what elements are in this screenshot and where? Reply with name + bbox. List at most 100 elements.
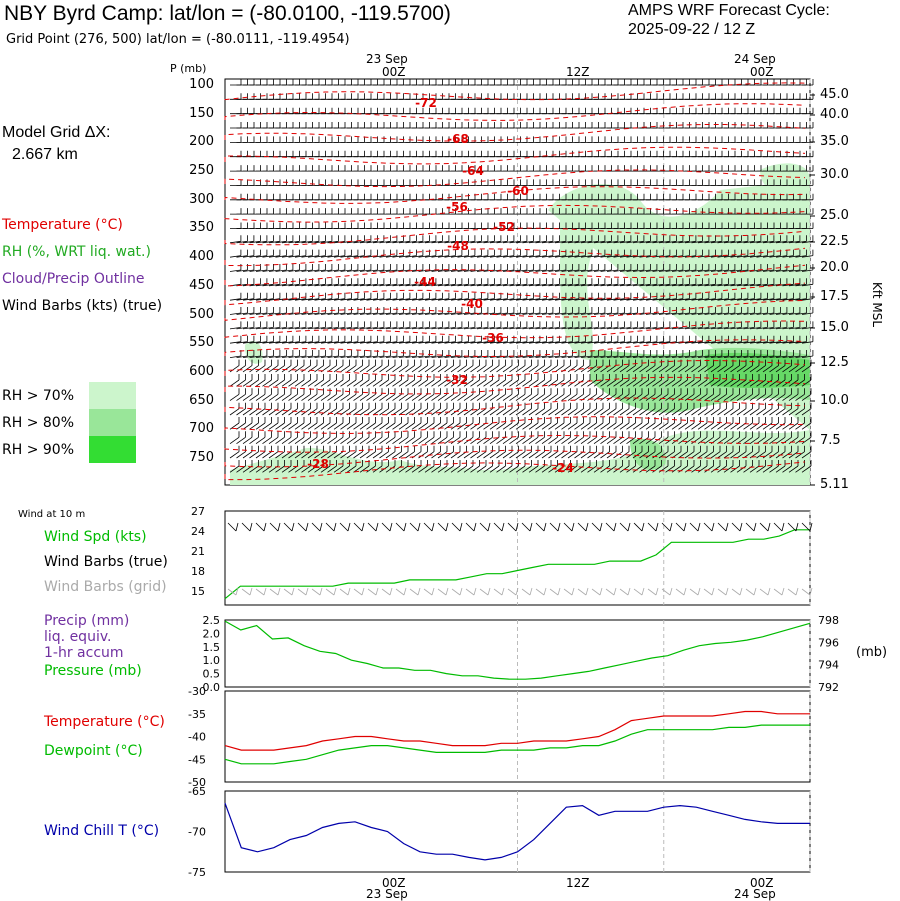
wind-barb xyxy=(626,460,636,473)
pressure-tick-label: 300 xyxy=(189,191,214,207)
sfc-wind-barb-true xyxy=(591,522,603,532)
wind-barb xyxy=(288,417,298,430)
wind-barb xyxy=(645,445,656,459)
wind-barb xyxy=(691,292,703,301)
wind-barb xyxy=(275,321,287,330)
wind-barb xyxy=(554,264,567,272)
wind-barb xyxy=(457,249,469,258)
wind-barb xyxy=(704,460,714,473)
isotherm-label: -24 xyxy=(552,461,574,475)
wind-barb xyxy=(691,374,701,387)
wind-barb xyxy=(476,235,489,244)
wind-barb xyxy=(437,402,448,416)
wind-barb xyxy=(307,388,318,401)
wind-barb xyxy=(632,417,643,430)
wind-barb xyxy=(665,431,675,445)
wind-barb xyxy=(275,264,287,272)
wind-barb xyxy=(249,460,259,473)
wind-barb xyxy=(580,264,593,272)
wind-barb xyxy=(697,350,710,358)
wind-barb xyxy=(710,402,721,416)
wind-barb xyxy=(704,264,716,272)
wind-barb xyxy=(665,278,677,287)
sfc-wind-barb-true xyxy=(395,522,407,532)
isotherm-label: -72 xyxy=(415,96,437,110)
sfc-wind-barb-grid xyxy=(311,587,323,596)
wind-barb xyxy=(710,359,721,373)
wind-barb xyxy=(561,374,571,387)
wind-barb xyxy=(392,445,402,459)
wind-barb xyxy=(801,249,814,258)
wind-barb xyxy=(405,374,415,387)
wind-barb xyxy=(736,292,749,301)
wind-barb xyxy=(288,388,298,401)
wind-barb xyxy=(756,249,768,258)
wind-barb xyxy=(314,278,326,287)
wind-barb xyxy=(795,388,805,401)
wind-barb xyxy=(802,179,814,186)
wind-barb xyxy=(684,321,697,330)
wind-barb xyxy=(294,374,305,387)
wind-barb xyxy=(775,359,786,373)
wind-barb xyxy=(431,249,443,258)
wind-barb xyxy=(470,292,482,301)
wind-barb xyxy=(593,292,606,301)
wind-barb xyxy=(509,359,519,373)
wind-barb xyxy=(320,278,333,287)
wind-barb xyxy=(242,388,253,401)
wind-barb xyxy=(606,307,619,315)
wind-barb xyxy=(775,307,788,315)
wind-barb xyxy=(567,278,580,287)
wind-barb xyxy=(782,350,794,358)
wind-barb xyxy=(333,307,346,315)
wind-barb xyxy=(288,235,300,244)
wind-barb xyxy=(652,402,662,416)
sfc-wind-barb-true xyxy=(759,522,771,532)
wind-barb xyxy=(372,402,383,416)
wind-barb xyxy=(567,417,578,430)
sfc-wind-barb-true xyxy=(325,522,337,532)
wind-barb xyxy=(522,350,534,358)
wind-barb xyxy=(613,321,625,330)
wind-barb xyxy=(249,335,261,344)
wind-barb xyxy=(333,417,344,430)
wind-barb xyxy=(528,307,541,315)
wind-barb xyxy=(281,374,292,387)
wind-barb xyxy=(379,292,391,301)
wind-barb xyxy=(320,335,333,344)
wind-barb xyxy=(684,292,697,301)
wind-barb xyxy=(600,388,610,401)
wind-barb xyxy=(723,388,734,401)
wind-barb xyxy=(574,292,586,301)
wind-barb xyxy=(288,249,300,258)
wind-barb xyxy=(457,445,467,459)
wind-barb xyxy=(307,307,320,315)
wind-barb xyxy=(522,278,534,287)
wind-barb xyxy=(580,417,591,430)
wind-barb xyxy=(580,431,591,445)
wind-barb xyxy=(691,335,703,344)
wind-barb xyxy=(639,374,649,387)
wind-barb xyxy=(255,359,266,373)
wind-barb xyxy=(632,374,643,387)
wind-barb xyxy=(444,278,456,287)
wind-barb xyxy=(424,388,435,401)
wind-barb xyxy=(229,445,240,459)
wind-barb xyxy=(782,417,792,430)
wind-barb xyxy=(463,278,476,287)
wind-barb xyxy=(327,402,337,416)
wind-barb xyxy=(353,431,363,445)
wind-barb xyxy=(385,445,396,459)
sfc-wind-barb-grid xyxy=(479,587,491,596)
wind-barb xyxy=(242,350,255,358)
legend-rh70-swatch xyxy=(89,382,136,409)
wind-barb xyxy=(723,264,736,272)
sfc-wind-barb-true xyxy=(535,522,547,532)
wind-barb xyxy=(762,264,775,272)
wind-barb xyxy=(353,388,363,401)
wind-barb xyxy=(723,402,734,416)
wind-barb xyxy=(619,335,632,344)
wind-barb xyxy=(333,292,346,301)
wind-barb xyxy=(281,402,292,416)
wind-barb xyxy=(802,93,814,100)
